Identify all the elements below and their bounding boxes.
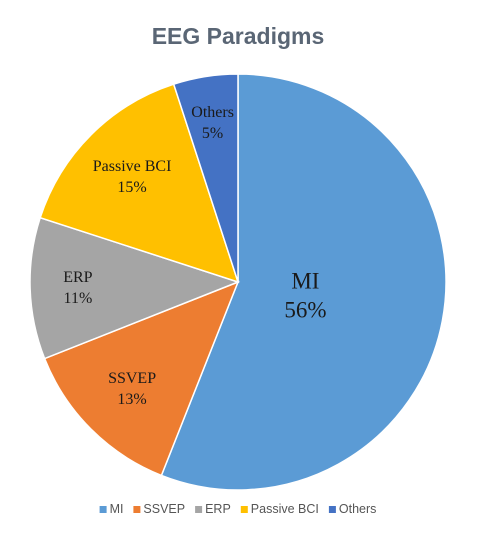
legend-item-passive-bci: Passive BCI [240,502,319,516]
slice-percent-label-passive-bci: 15% [117,179,146,196]
slice-percent-label-mi: 56% [284,297,326,322]
legend-item-ssvep: SSVEP [133,502,185,516]
slice-name-label-mi: MI [291,268,319,293]
slice-name-label-passive-bci: Passive BCI [93,158,172,175]
legend-label-erp: ERP [205,502,231,516]
legend-label-mi: MI [110,502,124,516]
pie-slice-erp [29,216,241,360]
pie-slice-mi [160,73,447,491]
legend-swatch-erp [195,506,203,513]
pie-slice-passive-bci [39,83,240,284]
slice-percent-label-others: 5% [202,125,223,142]
legend-label-ssvep: SSVEP [143,502,185,516]
slice-percent-label-ssvep: 13% [117,391,146,408]
legend-swatch-passive-bci [240,506,248,513]
legend-item-others: Others [328,502,377,516]
legend-label-others: Others [339,502,377,516]
legend-item-mi: MI [99,502,124,516]
pie-slice-ssvep [43,280,240,477]
pie-slice-others [172,73,239,283]
legend: MI SSVEP ERP Passive BCI Others [99,502,377,516]
legend-swatch-ssvep [133,506,141,513]
slice-name-label-ssvep: SSVEP [108,370,156,387]
legend-item-erp: ERP [195,502,231,516]
pie-labels: MI 56% SSVEP 13% ERP 11% Passive BCI 15% Others 5… [63,104,326,408]
legend-label-passive-bci: Passive BCI [251,502,319,516]
pie-slices [29,73,447,491]
chart-title: EEG Paradigms [152,23,325,49]
legend-swatch-mi [99,506,107,513]
slice-name-label-others: Others [191,104,234,121]
slice-name-label-erp: ERP [63,269,92,286]
slice-percent-label-erp: 11% [64,290,93,307]
legend-swatch-others [328,506,336,513]
